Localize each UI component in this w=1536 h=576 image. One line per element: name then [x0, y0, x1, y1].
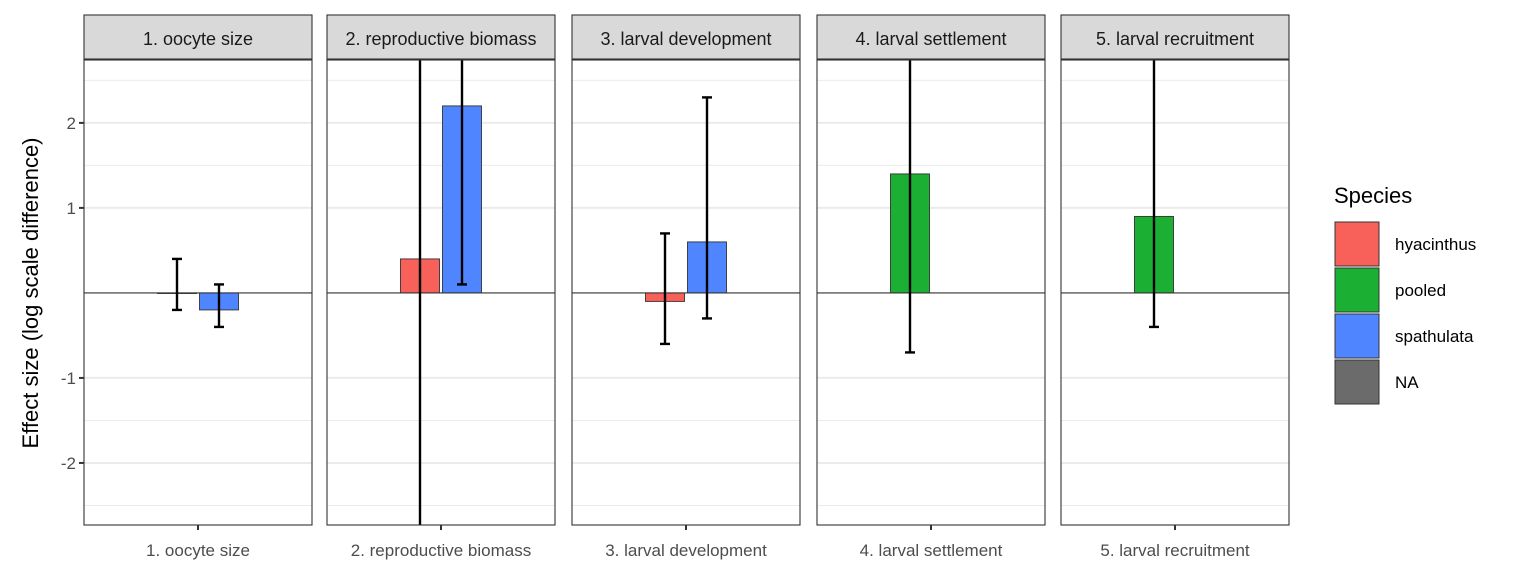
x-tick-label: 2. reproductive biomass [351, 541, 531, 560]
panel-plot-area [84, 257, 312, 329]
panel-plot-area [327, 60, 555, 525]
strip-background [83, 14, 313, 60]
panel-plot-area [817, 60, 1045, 354]
legend-item: NA [1334, 359, 1419, 405]
legend-label: pooled [1395, 281, 1446, 300]
legend-item: pooled [1334, 267, 1446, 313]
y-axis: -2 -1 1 2 [61, 114, 84, 473]
legend-item: spathulata [1334, 313, 1474, 359]
strip-background [326, 14, 556, 60]
y-tick-label: -1 [61, 369, 76, 388]
panel-plot-area [572, 96, 800, 346]
y-tick-label: 2 [67, 114, 76, 133]
legend: Species hyacinthus pooled spathulata NA [1334, 183, 1476, 405]
x-tick-label: 3. larval development [605, 541, 767, 560]
facet-panels: 1. oocyte size 1. oocyte size 2. reproduct… [83, 14, 1290, 560]
strip-background [1060, 14, 1290, 60]
legend-item: hyacinthus [1334, 221, 1476, 267]
strip-label: 1. oocyte size [143, 29, 253, 49]
legend-swatch [1334, 313, 1380, 359]
strip-label: 5. larval recruitment [1096, 29, 1254, 49]
legend-label: hyacinthus [1395, 235, 1476, 254]
y-tick-label: 1 [67, 199, 76, 218]
strip-background [816, 14, 1046, 60]
strip-label: 4. larval settlement [855, 29, 1006, 49]
y-axis-title: Effect size (log scale difference) [18, 137, 43, 448]
facet-panel: 5. larval recruitment 5. larval recruitme… [1060, 14, 1290, 560]
x-tick-label: 1. oocyte size [146, 541, 250, 560]
panel-plot-area [1061, 60, 1289, 329]
legend-title: Species [1334, 183, 1412, 208]
strip-label: 3. larval development [600, 29, 771, 49]
facet-panel: 4. larval settlement 4. larval settlement [816, 14, 1046, 560]
legend-label: spathulata [1395, 327, 1474, 346]
legend-swatch [1334, 267, 1380, 313]
facet-panel: 2. reproductive biomass 2. reproductive b… [326, 14, 556, 560]
y-tick-label: -2 [61, 454, 76, 473]
facet-panel: 3. larval development 3. larval developme… [571, 14, 801, 560]
legend-label: NA [1395, 373, 1419, 392]
legend-items: hyacinthus pooled spathulata NA [1334, 221, 1476, 405]
x-tick-label: 5. larval recruitment [1100, 541, 1250, 560]
facet-panel: 1. oocyte size 1. oocyte size [83, 14, 313, 560]
legend-swatch [1334, 221, 1380, 267]
strip-background [571, 14, 801, 60]
strip-label: 2. reproductive biomass [345, 29, 536, 49]
legend-swatch [1334, 359, 1380, 405]
x-tick-label: 4. larval settlement [860, 541, 1003, 560]
